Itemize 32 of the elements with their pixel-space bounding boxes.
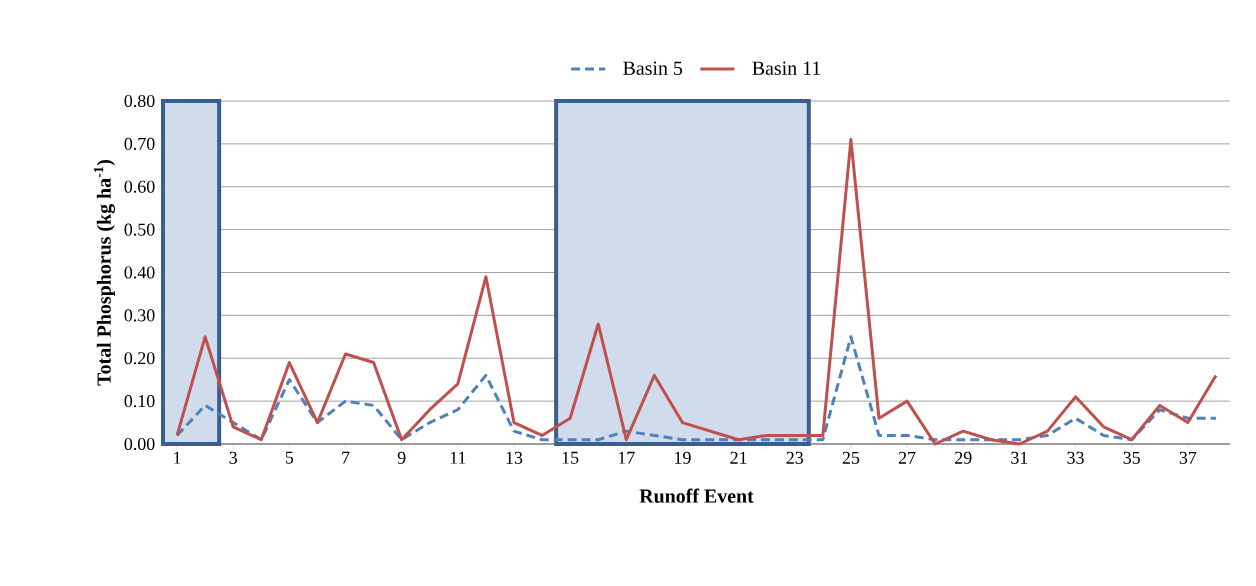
y-tick-label: 0.20 xyxy=(124,352,155,365)
y-tick-label: 0.70 xyxy=(124,137,155,150)
legend-label: Basin 5 xyxy=(623,61,683,75)
x-tick-label: 19 xyxy=(675,451,691,464)
y-tick-label: 0.10 xyxy=(124,395,155,408)
x-tick-label: 37 xyxy=(1179,451,1197,464)
y-tick-label: 0.30 xyxy=(124,309,155,322)
x-tick-label: 23 xyxy=(786,451,804,464)
x-axis-title: Runoff Event xyxy=(639,488,754,503)
x-tick-label: 33 xyxy=(1067,451,1084,464)
x-tick-label: 9 xyxy=(397,451,406,464)
y-tick-label: 0.00 xyxy=(124,437,155,451)
x-tick-label: 3 xyxy=(229,451,237,464)
x-tick-label: 31 xyxy=(1011,451,1028,464)
y-tick-label: 0.60 xyxy=(124,180,155,193)
x-tick-label: 17 xyxy=(618,451,635,464)
x-tick-label: 29 xyxy=(955,451,972,464)
x-tick-label: 11 xyxy=(450,451,466,464)
x-tick-label: 25 xyxy=(842,451,860,464)
x-tick-label: 13 xyxy=(506,451,523,464)
y-tick-label: 0.50 xyxy=(124,223,155,236)
y-axis-title: Total Phosphorus (kg ha$^{-1}$) xyxy=(93,160,116,386)
y-tick-label: 0.80 xyxy=(124,94,155,108)
x-tick-label: 21 xyxy=(730,451,747,464)
x-tick-label: 5 xyxy=(285,451,294,464)
x-tick-label: 35 xyxy=(1123,451,1140,464)
y-tick-label: 0.40 xyxy=(124,266,155,279)
x-tick-label: 15 xyxy=(562,451,579,464)
x-tick-label: 7 xyxy=(342,451,350,464)
x-tick-label: 1 xyxy=(174,451,181,464)
x-tick-label: 27 xyxy=(898,451,916,464)
legend-label: Basin 11 xyxy=(752,61,821,75)
